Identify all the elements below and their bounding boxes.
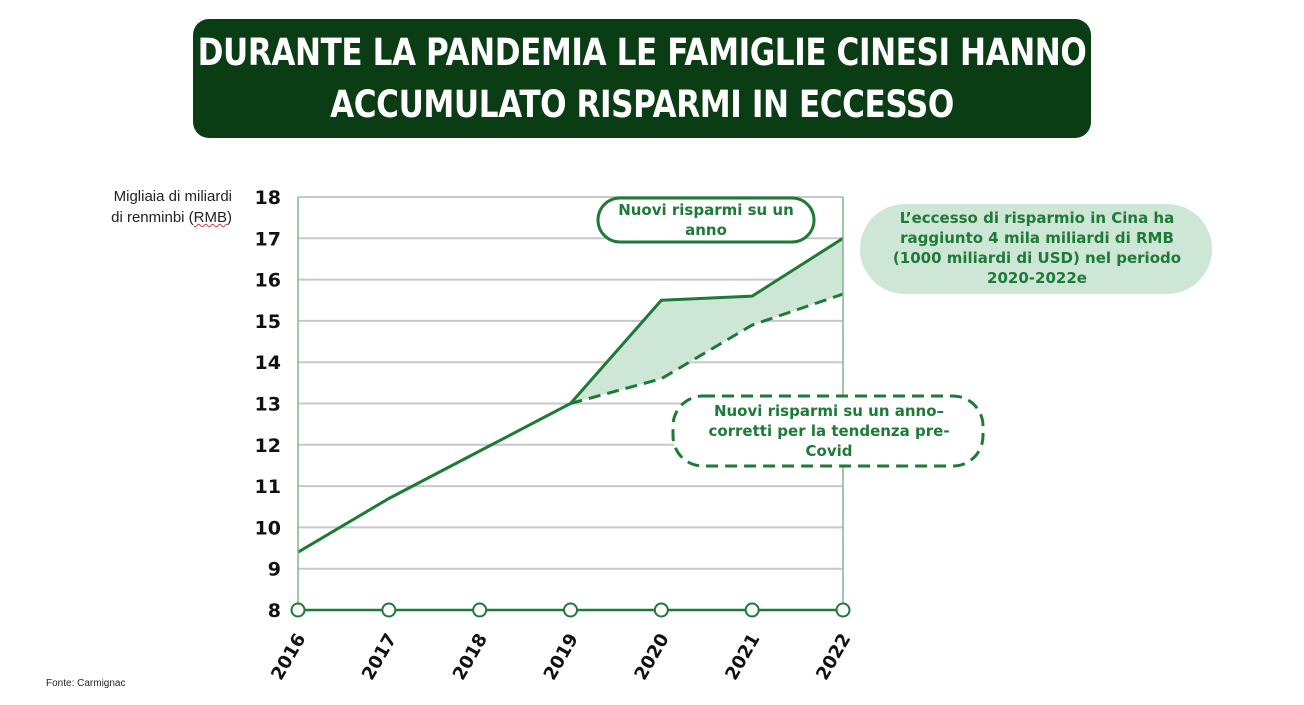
x-axis-marker-2021 [744, 602, 760, 618]
excess-area [570, 238, 843, 404]
excess-savings-area [570, 238, 843, 404]
unit-label-line-2: di renminbi (RMB) [111, 209, 232, 226]
series-line-trend [570, 292, 844, 405]
x-axis-marker-2022 [835, 602, 851, 618]
y-tick-label-9: 9 [268, 559, 281, 581]
y-tick-label-18: 18 [255, 187, 281, 209]
series-lines [297, 237, 844, 554]
y-tick-label-10: 10 [255, 517, 281, 539]
annotation-actual: Nuovi risparmi su un anno [618, 201, 794, 239]
y-tick-label-11: 11 [255, 476, 281, 498]
y-tick-label-16: 16 [255, 270, 281, 292]
unit-label-line-1: Migliaia di miliardi [113, 188, 232, 205]
title-line-1: DURANTE LA PANDEMIA LE FAMIGLIE CINESI H… [197, 30, 1087, 74]
axes [290, 197, 851, 618]
x-axis-marker-2020 [653, 602, 669, 618]
y-axis-unit-label: Migliaia di miliardi di renminbi (RMB) [60, 186, 232, 228]
x-axis-marker-2019 [563, 602, 578, 618]
y-tick-label-12: 12 [255, 435, 281, 457]
annotation-excess-bubble [860, 204, 1212, 294]
source-note: Fonte: Carmignac [46, 678, 126, 689]
y-tick-label-8: 8 [268, 600, 281, 622]
annotation-excess: L’eccesso di risparmio in Cina ha raggiu… [892, 209, 1182, 287]
title-banner: DURANTE LA PANDEMIA LE FAMIGLIE CINESI H… [193, 19, 1091, 138]
y-tick-label-17: 17 [255, 228, 281, 250]
x-axis-marker-2017 [381, 602, 397, 618]
y-tick-label-15: 15 [255, 311, 281, 333]
annotation-trend-bubble [671, 394, 985, 468]
annotation-trend: Nuovi risparmi su un anno–corretti per l… [708, 402, 950, 460]
y-tick-label-14: 14 [255, 352, 281, 374]
annotation-actual-bubble [596, 196, 816, 244]
y-tick-label-13: 13 [255, 394, 281, 416]
title-line-2: ACCUMULATO RISPARMI IN ECCESSO [330, 82, 954, 126]
x-axis-marker-2016 [290, 602, 306, 618]
x-axis-marker-2018 [472, 602, 488, 618]
chart-title: DURANTE LA PANDEMIA LE FAMIGLIE CINESI H… [198, 27, 1087, 131]
